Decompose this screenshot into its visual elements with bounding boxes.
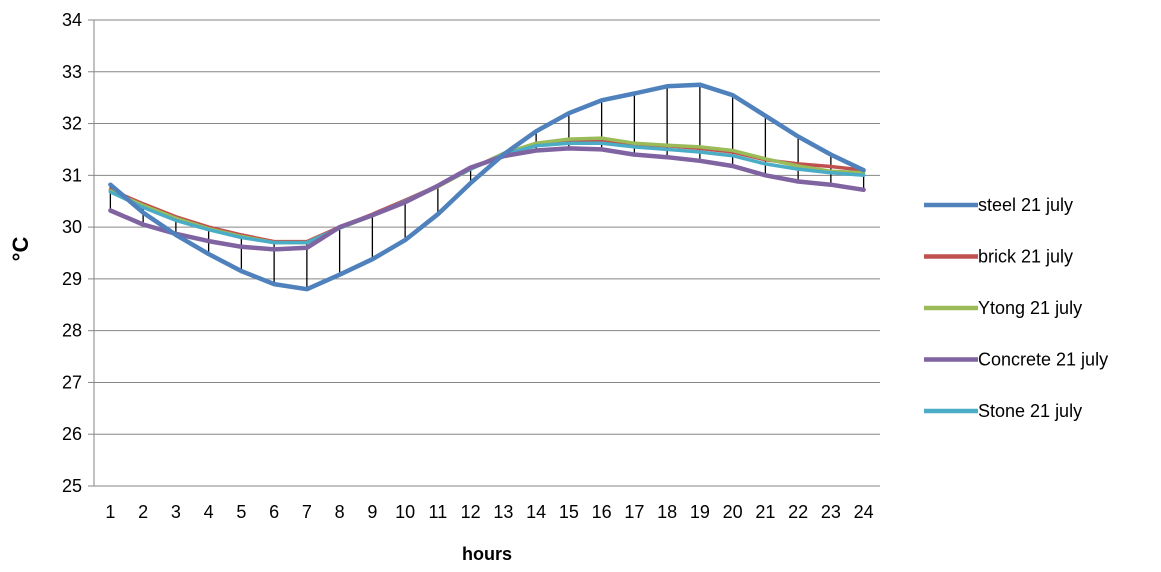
x-tick-label: 9	[367, 502, 377, 522]
series-line-4	[108, 141, 866, 245]
y-axis-title: °C	[8, 237, 33, 262]
x-tick-label: 21	[755, 502, 775, 522]
series-line-3	[108, 146, 866, 252]
x-tick-label: 16	[592, 502, 612, 522]
legend-label: steel 21 july	[978, 195, 1073, 215]
x-tick-label: 3	[171, 502, 181, 522]
x-tick-label: 19	[690, 502, 710, 522]
x-tick-label: 12	[461, 502, 481, 522]
x-tick-label: 1	[105, 502, 115, 522]
y-tick-label: 28	[62, 321, 82, 341]
x-tick-label: 14	[526, 502, 546, 522]
x-tick-label: 6	[269, 502, 279, 522]
y-tick-label: 29	[62, 269, 82, 289]
y-tick-label: 27	[62, 372, 82, 392]
y-tick-label: 31	[62, 165, 82, 185]
y-tick-label: 34	[62, 10, 82, 30]
x-tick-label: 18	[657, 502, 677, 522]
series-lines	[108, 82, 866, 292]
x-tick-label: 10	[395, 502, 415, 522]
x-tick-label: 17	[624, 502, 644, 522]
x-tick-label: 22	[788, 502, 808, 522]
x-tick-labels: 1 2 3 4 5 6 7 8 9 10 11 12 13 14 15 16 17 18 19 20 21 22 23 24	[105, 502, 873, 522]
series-line-0	[108, 82, 866, 292]
legend-label: Ytong 21 july	[978, 298, 1082, 318]
y-tick-label: 30	[62, 217, 82, 237]
y-tick-label: 33	[62, 62, 82, 82]
x-tick-label: 20	[723, 502, 743, 522]
y-tick-labels: 25 26 27 28 29 30 31 32 33 34	[62, 10, 82, 496]
y-tick-label: 26	[62, 424, 82, 444]
x-tick-label: 8	[335, 502, 345, 522]
x-tick-label: 7	[302, 502, 312, 522]
y-tick-label: 25	[62, 476, 82, 496]
x-tick-label: 23	[821, 502, 841, 522]
legend-label: brick 21 july	[978, 247, 1073, 267]
legend-label: Stone 21 july	[978, 401, 1082, 421]
legend: steel 21 july brick 21 july Ytong 21 july C…	[924, 195, 1108, 421]
drop-lines	[109, 84, 865, 290]
legend-label: Concrete 21 july	[978, 350, 1108, 370]
x-tick-label: 24	[854, 502, 874, 522]
x-tick-label: 2	[138, 502, 148, 522]
x-axis-title: hours	[462, 544, 512, 564]
gridlines	[88, 19, 880, 487]
x-tick-label: 4	[204, 502, 214, 522]
y-tick-label: 32	[62, 114, 82, 134]
x-tick-label: 15	[559, 502, 579, 522]
x-tick-label: 13	[493, 502, 513, 522]
x-tick-label: 11	[429, 502, 448, 522]
x-tick-label: 5	[236, 502, 246, 522]
